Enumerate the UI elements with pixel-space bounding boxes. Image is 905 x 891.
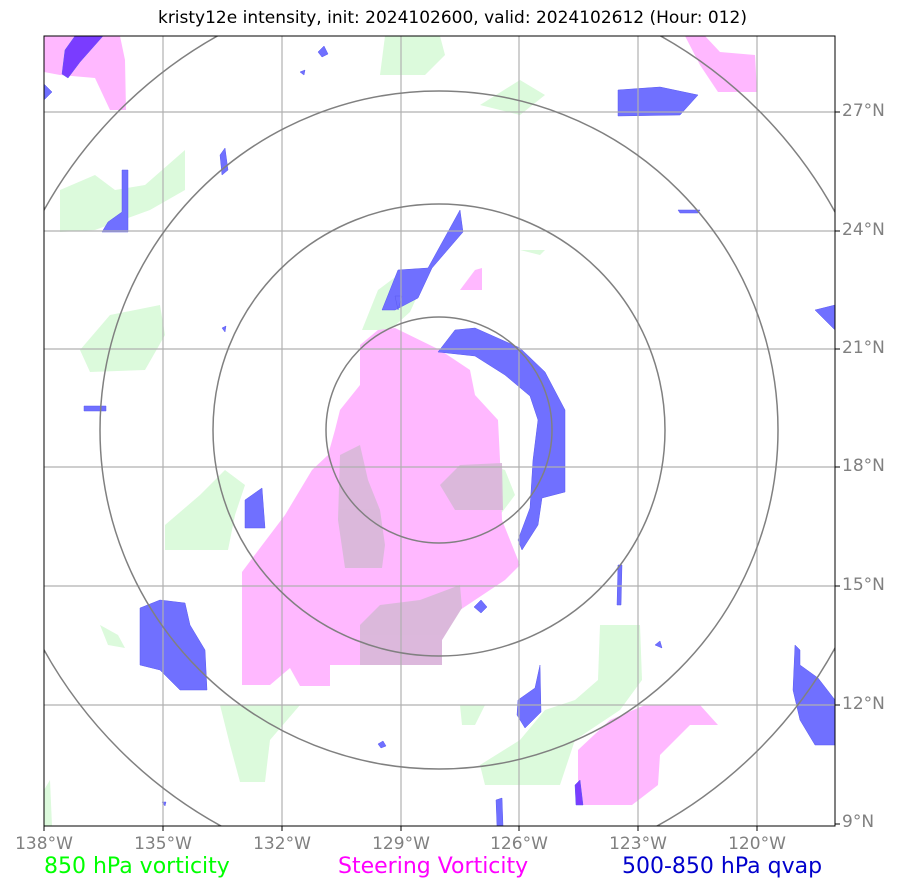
- graticule: [44, 36, 835, 826]
- vort850-region: [80, 305, 165, 372]
- qvap-region: [394, 295, 403, 311]
- steering-region: [578, 705, 718, 805]
- lat-label: 27°N: [842, 101, 885, 121]
- lat-label: 24°N: [842, 220, 885, 240]
- qvap-region: [495, 797, 504, 826]
- lon-label: 135°W: [134, 834, 192, 854]
- vort850-region: [100, 625, 125, 648]
- qvap-region: [677, 209, 701, 214]
- lat-label: 9°N: [842, 812, 875, 832]
- lat-label: 15°N: [842, 575, 885, 595]
- vort850-region: [44, 780, 52, 826]
- plot-area: [44, 36, 835, 826]
- plot-frame: [43, 35, 836, 827]
- qvap-region: [814, 304, 835, 331]
- qvap-region: [473, 599, 488, 614]
- qvap-region: [61, 36, 104, 79]
- legend-vort850: 850 hPa vorticity: [44, 854, 230, 879]
- vort850-region: [165, 470, 245, 550]
- range-ring: [212, 203, 666, 657]
- qvap-region: [44, 83, 53, 101]
- qvap-region: [139, 599, 208, 691]
- overlap-regions: [338, 445, 503, 665]
- qvap-region: [616, 564, 623, 606]
- qvap-region: [101, 169, 129, 233]
- steering-region: [460, 268, 482, 290]
- lon-label: 123°W: [609, 834, 667, 854]
- range-ring: [99, 90, 779, 770]
- lon-label: 126°W: [490, 834, 548, 854]
- qvap-region: [516, 664, 542, 729]
- vort850-region: [520, 250, 545, 255]
- lat-label: 21°N: [842, 338, 885, 358]
- qvap-region: [377, 740, 387, 749]
- qvap-region: [654, 640, 663, 649]
- lon-label: 120°W: [728, 834, 786, 854]
- lat-label: 18°N: [842, 456, 885, 476]
- qvap-region: [244, 487, 266, 529]
- range-ring: [325, 316, 553, 544]
- vort850-region: [380, 36, 445, 75]
- vort850-region: [220, 705, 300, 782]
- qvap-regions: [44, 36, 835, 826]
- qvap-region: [381, 209, 464, 311]
- qvap-region: [317, 45, 329, 58]
- qvap-region: [221, 325, 227, 333]
- map-title: kristy12e intensity, init: 2024102600, v…: [157, 8, 748, 28]
- lon-label: 132°W: [253, 834, 311, 854]
- legend-steering: Steering Vorticity: [338, 854, 529, 879]
- vort850-region: [460, 705, 485, 725]
- tick-marks: [43, 111, 840, 831]
- steering-region: [685, 36, 757, 92]
- legend-qvap: 500-850 hPa qvap: [622, 854, 823, 879]
- lon-label: 129°W: [372, 834, 430, 854]
- qvap-region: [299, 69, 306, 76]
- vort850-region: [480, 80, 545, 115]
- lon-label: 138°W: [15, 834, 73, 854]
- qvap-region: [219, 147, 229, 176]
- qvap-region: [574, 779, 584, 806]
- qvap-region: [83, 405, 107, 412]
- range-rings: [44, 36, 835, 826]
- lat-label: 12°N: [842, 694, 885, 714]
